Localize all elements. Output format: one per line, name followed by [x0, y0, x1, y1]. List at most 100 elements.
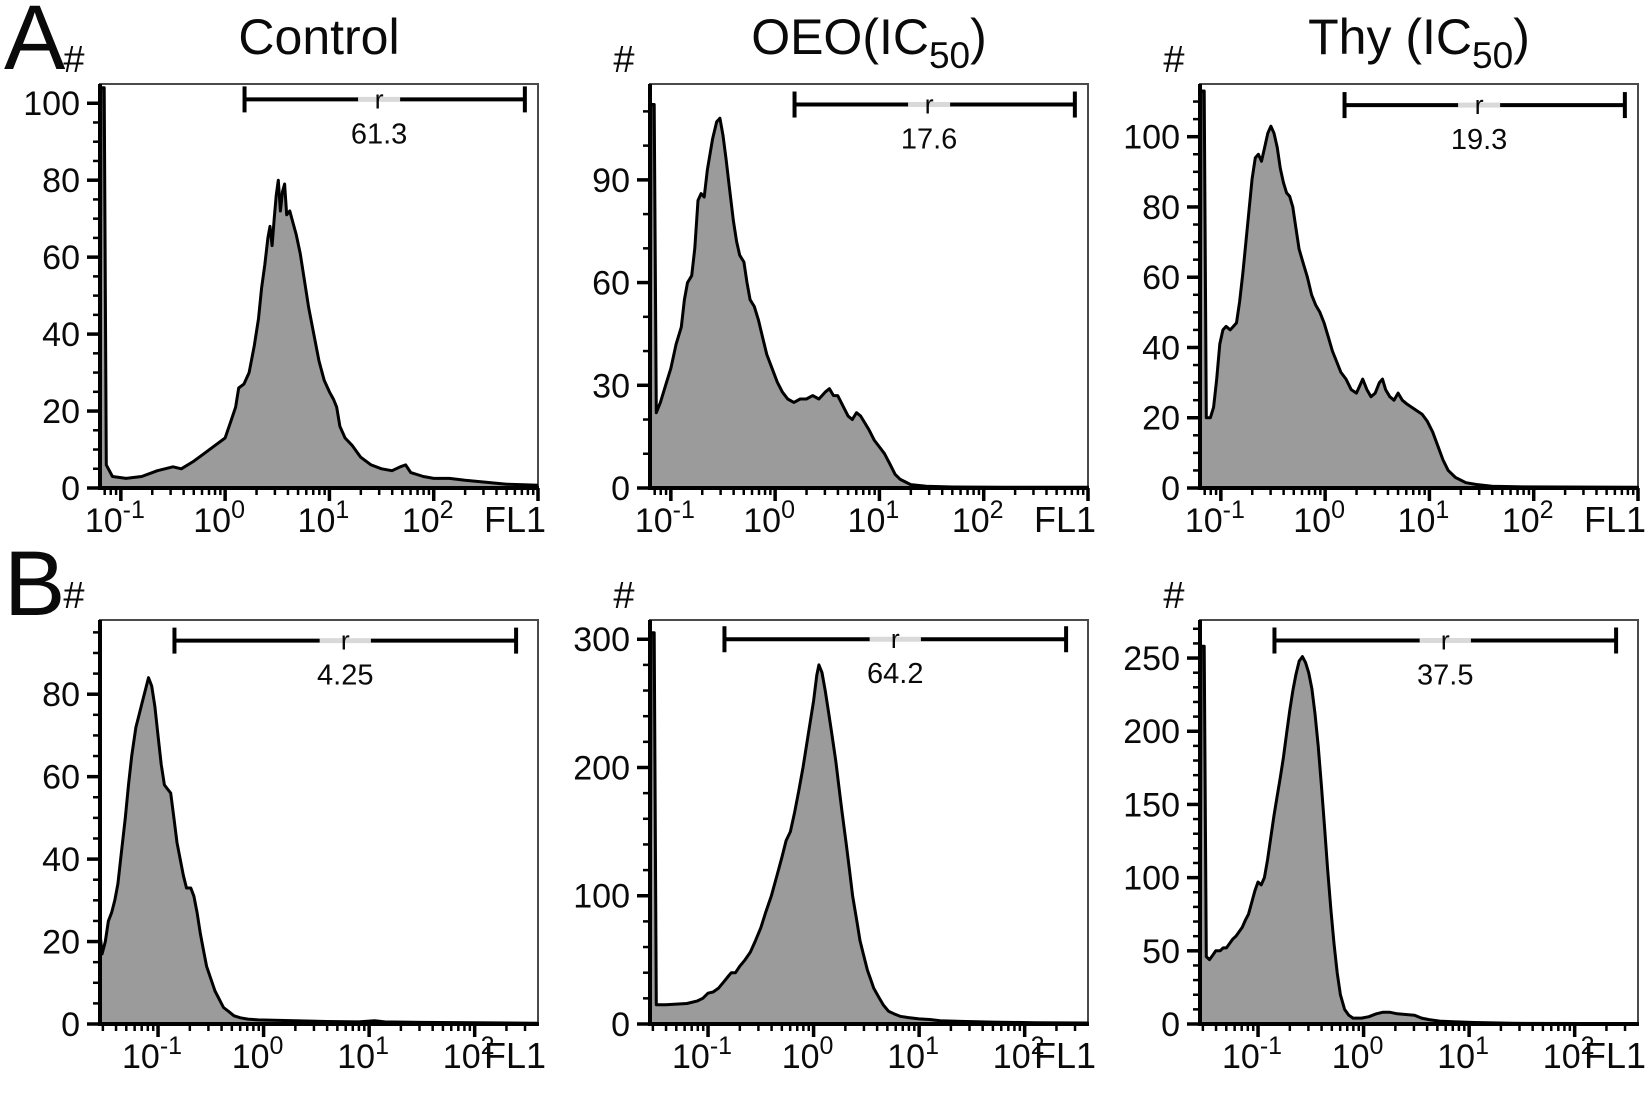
x-axis-label-fl1: FL1	[484, 499, 546, 540]
y-tick-label: 20	[1142, 400, 1180, 438]
histogram-curve	[1198, 89, 1639, 489]
panel-a-oeo-svg: 0 30 60 90 10-1 100 101 102 FL1 # r 17.6 OEO(IC50)	[592, 9, 1096, 540]
y-tick-label: 250	[1123, 640, 1180, 678]
panel-title: OEO(IC50)	[751, 9, 987, 76]
x-tick-label: 102	[443, 1032, 495, 1076]
gate-percentage: 17.6	[901, 124, 957, 156]
y-axis-label-count: #	[63, 39, 84, 81]
histogram-area	[100, 87, 538, 489]
y-axis-label-count: #	[613, 575, 634, 617]
gate-marker: r 4.25	[172, 626, 519, 692]
y-tick-label: 0	[61, 470, 80, 508]
y-tick-label: 100	[1123, 860, 1180, 898]
y-tick-label: 50	[1142, 933, 1180, 971]
x-tick-label: 102	[1502, 496, 1554, 540]
histogram-area	[100, 677, 538, 1024]
plot-frame	[649, 619, 1089, 1025]
panel-letter-a: A	[4, 0, 66, 89]
x-axis-label-fl1: FL1	[484, 1035, 546, 1076]
gate-label: r	[375, 84, 384, 114]
histogram-panel-a-oeo: 0 30 60 90 10-1 100 101 102 FL1 # r 17.6 OEO(IC50)	[550, 0, 1100, 552]
y-axis-label-count: #	[1163, 575, 1184, 617]
gate-label: r	[1441, 625, 1450, 655]
gate-label: r	[925, 90, 934, 120]
histogram-panel-b-thy: 0 50 100 150 200 250 10-1 100 101 102 FL1 # r 37.5	[1100, 552, 1650, 1104]
x-tick-label: 101	[298, 496, 350, 540]
gate-marker: r 64.2	[722, 624, 1069, 690]
x-tick-label: 100	[1293, 496, 1345, 540]
panel-a-thy-svg: 0 20 40 60 80 100 10-1 100 101 102 FL1 # r 19.3 Thy (I…	[1123, 9, 1646, 540]
y-tick-label: 30	[592, 367, 630, 405]
gate-marker: r 19.3	[1342, 90, 1627, 156]
x-tick-label: 10-1	[85, 496, 145, 540]
y-tick-label: 150	[1123, 786, 1180, 824]
x-axis-label-fl1: FL1	[1584, 1035, 1646, 1076]
y-tick-label: 80	[1142, 189, 1180, 227]
y-tick-label: 80	[42, 162, 80, 200]
histogram-curve	[98, 676, 539, 1025]
panel-title: Thy (IC50)	[1308, 9, 1530, 76]
histogram-curve	[98, 86, 539, 489]
y-tick-label: 40	[42, 841, 80, 879]
y-tick-label: 90	[592, 162, 630, 200]
histogram-curve	[648, 103, 1088, 489]
x-tick-label: 101	[887, 1032, 939, 1076]
y-tick-label: 40	[42, 316, 80, 354]
y-axis-label-count: #	[1163, 39, 1184, 81]
x-tick-label: 10-1	[672, 1032, 732, 1076]
histogram-area	[650, 104, 1088, 488]
histogram-area	[1200, 646, 1638, 1024]
y-tick-label: 60	[1142, 259, 1180, 297]
y-tick-label: 20	[42, 924, 80, 962]
y-tick-label: 60	[42, 239, 80, 277]
y-tick-label: 200	[1123, 713, 1180, 751]
x-tick-label: 101	[337, 1032, 389, 1076]
histogram-area	[1200, 91, 1638, 488]
panel-title: Control	[238, 9, 399, 65]
y-tick-label: 100	[23, 85, 80, 123]
histogram-curve	[1198, 644, 1639, 1026]
y-tick-label: 0	[1161, 1006, 1180, 1044]
panel-letter-b: B	[4, 533, 66, 635]
x-tick-label: 102	[1543, 1032, 1595, 1076]
x-axis-label-fl1: FL1	[1584, 499, 1646, 540]
y-tick-label: 300	[573, 621, 630, 659]
y-tick-label: 0	[61, 1006, 80, 1044]
gate-label: r	[891, 624, 900, 654]
x-tick-label: 100	[782, 1032, 834, 1076]
x-axis-label-fl1: FL1	[1034, 1035, 1096, 1076]
gate-marker: r 61.3	[242, 84, 527, 150]
y-tick-label: 100	[573, 878, 630, 916]
histogram-panel-a-control: 0 20 40 60 80 100 10-1 100 101 102 FL1 # r 61.3 Contro…	[0, 0, 550, 552]
x-tick-label: 10-1	[122, 1032, 182, 1076]
histogram-panel-b-control: 0 20 40 60 80 10-1 100 101 102 FL1 # r 4.25	[0, 552, 550, 1104]
x-tick-label: 102	[952, 496, 1004, 540]
x-tick-label: 102	[402, 496, 454, 540]
x-tick-label: 101	[1437, 1032, 1489, 1076]
y-axis-label-count: #	[63, 575, 84, 617]
y-tick-label: 0	[1161, 470, 1180, 508]
y-tick-label: 60	[592, 265, 630, 303]
y-tick-label: 20	[42, 393, 80, 431]
y-tick-label: 0	[611, 470, 630, 508]
y-tick-label: 60	[42, 759, 80, 797]
x-tick-label: 100	[743, 496, 795, 540]
gate-percentage: 64.2	[867, 658, 923, 690]
gate-label: r	[1475, 90, 1484, 120]
x-tick-label: 100	[1332, 1032, 1384, 1076]
y-tick-label: 200	[573, 749, 630, 787]
histogram-panel-b-oeo: 0 100 200 300 10-1 100 101 102 FL1 # r 64.2	[550, 552, 1100, 1104]
x-tick-label: 100	[232, 1032, 284, 1076]
x-tick-label: 101	[848, 496, 900, 540]
x-tick-label: 102	[993, 1032, 1045, 1076]
gate-marker: r 37.5	[1272, 625, 1619, 691]
y-tick-label: 0	[611, 1006, 630, 1044]
gate-percentage: 61.3	[351, 118, 407, 150]
x-tick-label: 10-1	[1185, 496, 1245, 540]
x-axis-label-fl1: FL1	[1034, 499, 1096, 540]
x-tick-label: 10-1	[1222, 1032, 1282, 1076]
